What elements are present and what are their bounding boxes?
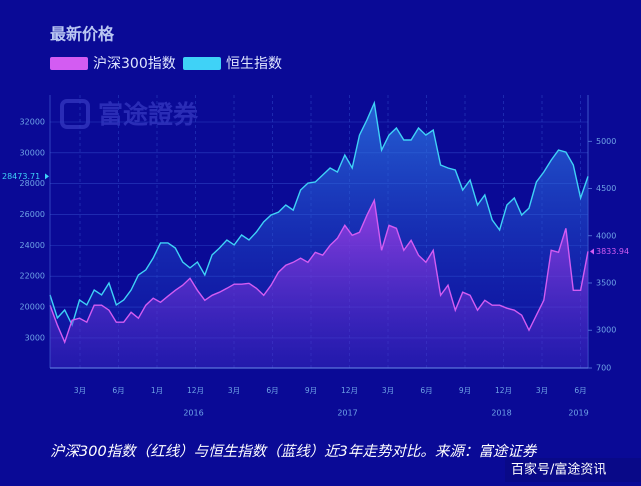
current-label: 28473.71 <box>2 172 40 181</box>
year-label: 2019 <box>568 409 588 418</box>
legend-label: 沪深300指数 <box>93 56 176 72</box>
chart-title: 最新价格 <box>50 25 115 44</box>
y2-tick-label: 4500 <box>596 184 616 193</box>
legend-swatch <box>183 57 221 70</box>
x-tick-label: 3月 <box>228 386 240 395</box>
x-tick-label: 6月 <box>266 386 278 395</box>
x-tick-label: 6月 <box>112 386 124 395</box>
x-tick-label: 12月 <box>187 386 204 395</box>
x-tick-label: 9月 <box>459 386 471 395</box>
y-tick-label: 22000 <box>20 272 45 281</box>
x-tick-label: 1月 <box>151 386 163 395</box>
current-label: 3833.94 <box>596 247 629 256</box>
credit: 百家号/富途资讯 <box>511 462 606 478</box>
series-line <box>49 100 589 327</box>
x-tick-label: 9月 <box>305 386 317 395</box>
y2-tick-label: 700 <box>596 364 611 373</box>
y2-tick-label: 5000 <box>596 137 616 146</box>
y-tick-label: 3000 <box>25 333 45 342</box>
y-tick-label: 28000 <box>20 179 45 188</box>
x-tick-label: 3月 <box>74 386 86 395</box>
y-tick-label: 20000 <box>20 303 45 312</box>
current-marker <box>45 173 49 180</box>
year-label: 2017 <box>337 409 357 418</box>
series-line <box>49 197 589 345</box>
y-tick-label: 24000 <box>20 241 45 250</box>
x-tick-label: 12月 <box>495 386 512 395</box>
legend-label: 恒生指数 <box>226 56 282 72</box>
x-tick-label: 3月 <box>382 386 394 395</box>
caption: 沪深300指数（红线）与恒生指数（蓝线）近3年走势对比。来源：富途证券 <box>50 443 538 460</box>
y-tick-label: 32000 <box>20 117 45 126</box>
x-tick-label: 3月 <box>536 386 548 395</box>
x-tick-label: 12月 <box>341 386 358 395</box>
y2-tick-label: 3000 <box>596 326 616 335</box>
y-tick-label: 26000 <box>20 210 45 219</box>
x-tick-label: 6月 <box>574 386 586 395</box>
x-tick-label: 6月 <box>420 386 432 395</box>
y-tick-label: 30000 <box>20 148 45 157</box>
y2-tick-label: 3500 <box>596 278 616 287</box>
year-label: 2018 <box>491 409 511 418</box>
y2-tick-label: 4000 <box>596 231 616 240</box>
watermark: 富途證券 <box>98 100 199 129</box>
current-marker <box>590 248 594 255</box>
series-area <box>50 200 588 368</box>
watermark-logo <box>60 99 90 129</box>
credit-bg <box>505 458 641 482</box>
legend-swatch <box>50 57 88 70</box>
year-label: 2016 <box>183 409 203 418</box>
